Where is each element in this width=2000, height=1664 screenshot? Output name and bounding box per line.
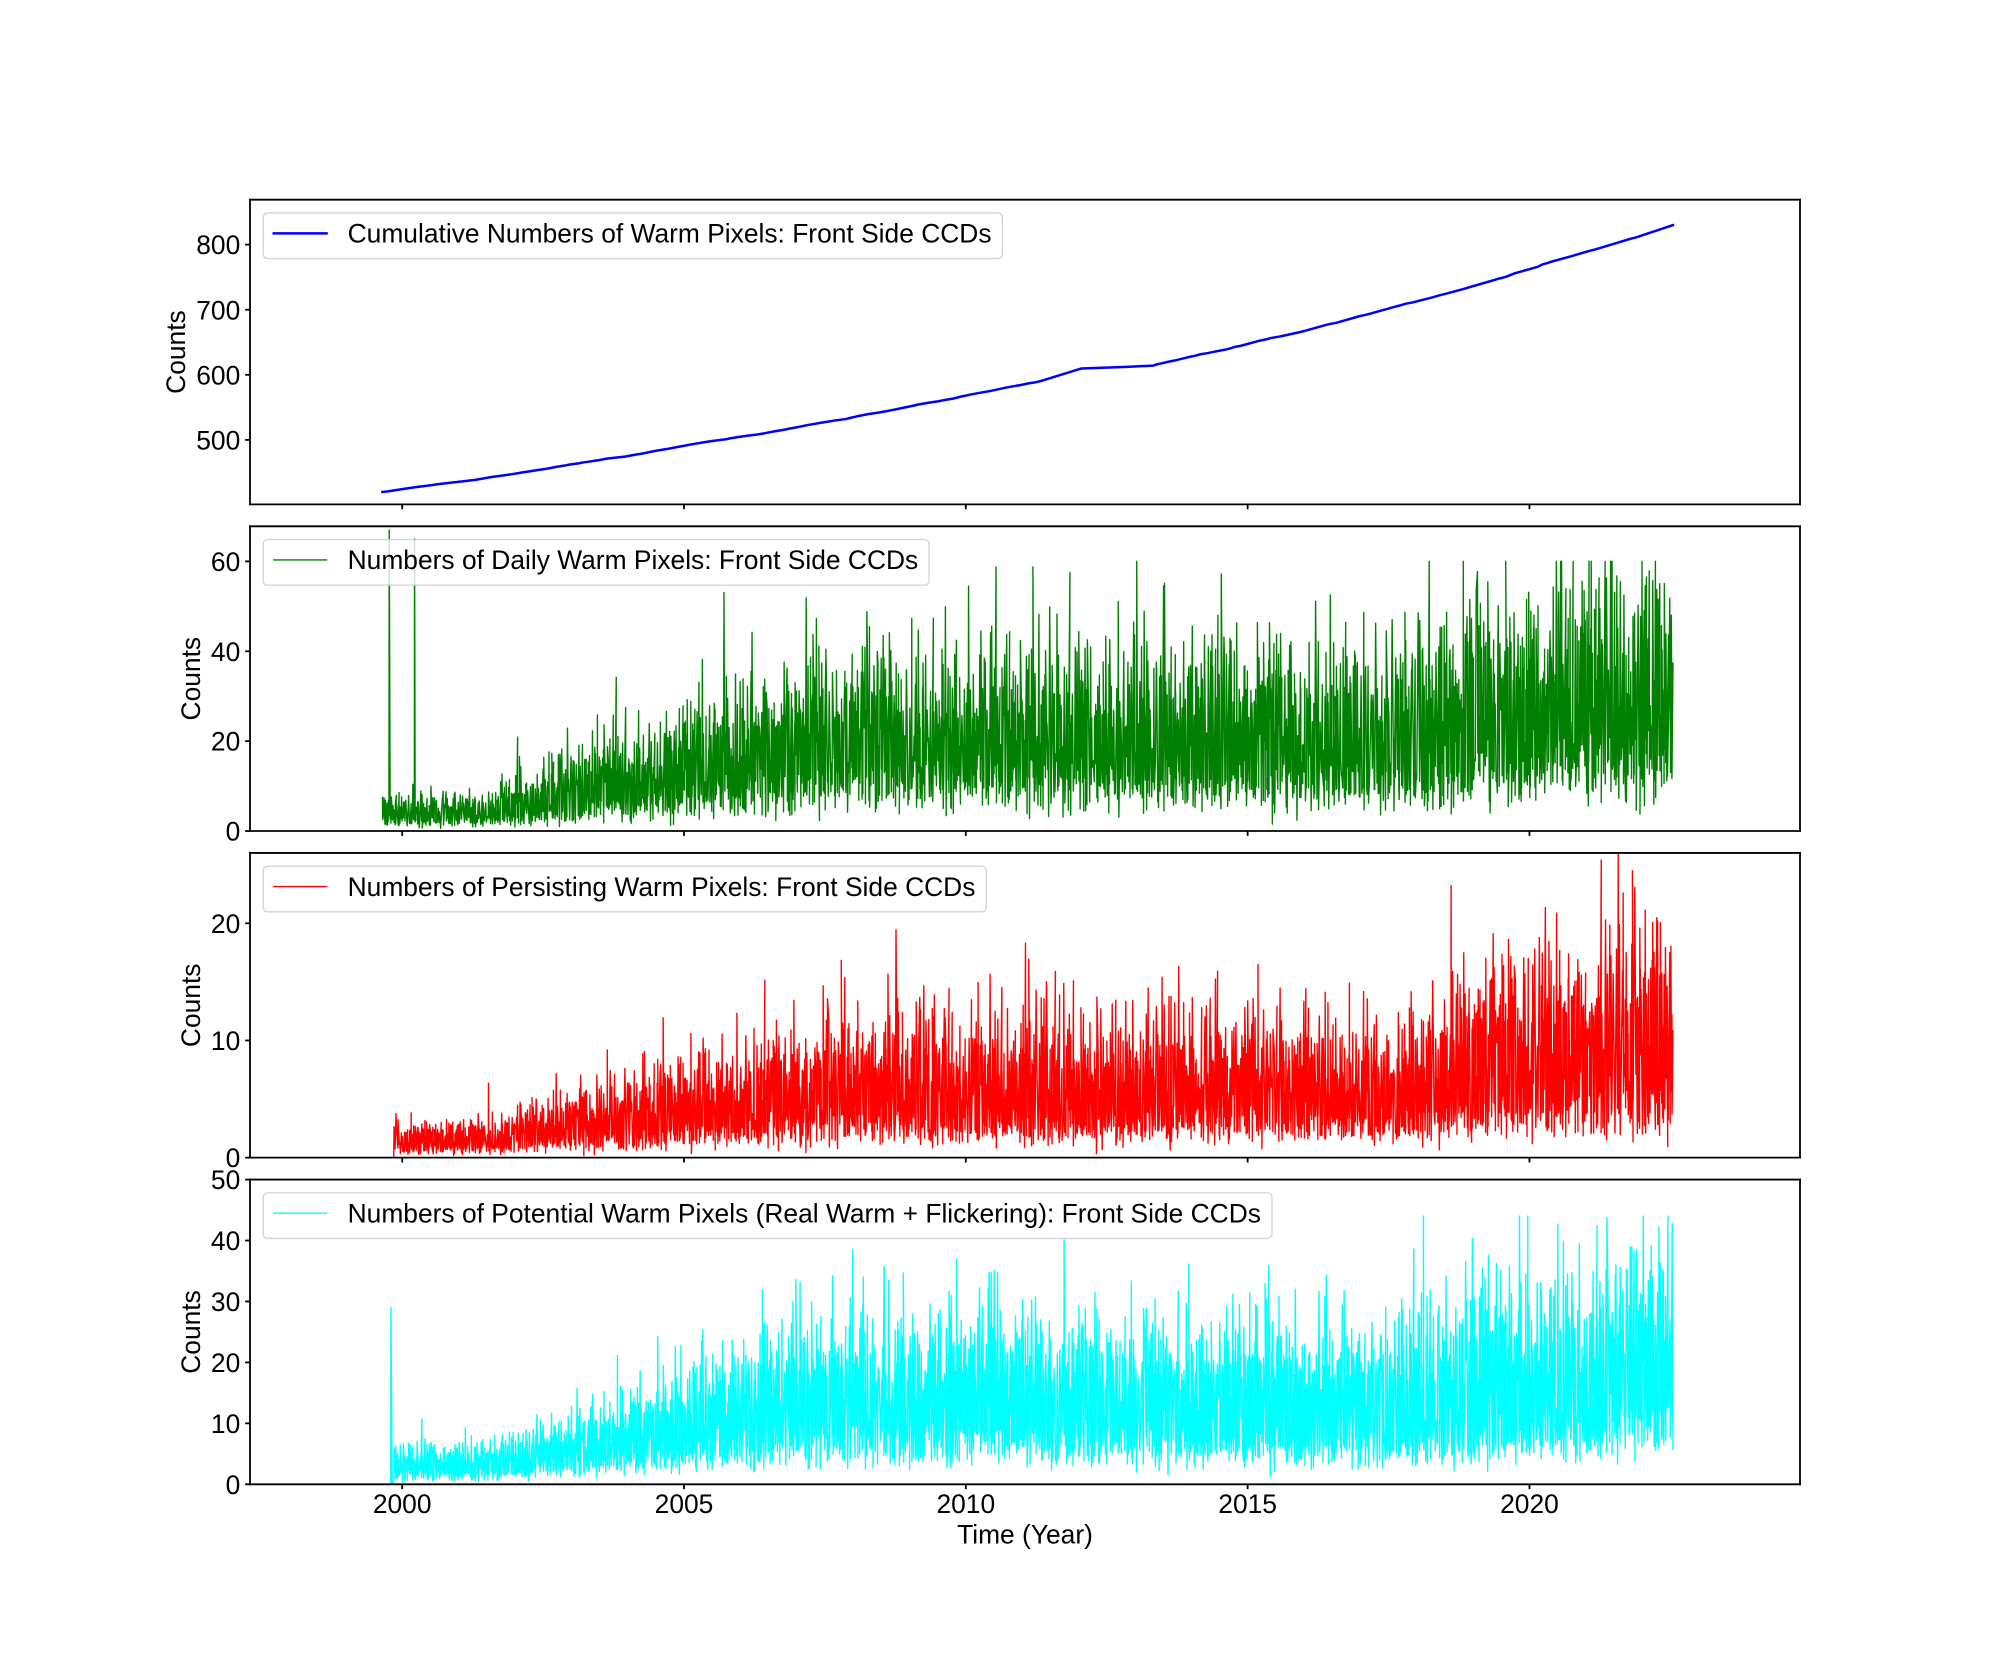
svg-text:500: 500 bbox=[196, 425, 240, 455]
svg-text:40: 40 bbox=[211, 1226, 240, 1256]
svg-text:Counts: Counts bbox=[176, 964, 206, 1048]
svg-text:Numbers of Persisting Warm Pix: Numbers of Persisting Warm Pixels: Front… bbox=[348, 872, 976, 902]
svg-text:Counts: Counts bbox=[161, 310, 191, 394]
svg-text:700: 700 bbox=[196, 295, 240, 325]
svg-text:0: 0 bbox=[226, 1470, 241, 1500]
svg-text:Counts: Counts bbox=[176, 637, 206, 721]
svg-text:Numbers of Potential Warm Pixe: Numbers of Potential Warm Pixels (Real W… bbox=[348, 1198, 1261, 1228]
svg-text:30: 30 bbox=[211, 1287, 240, 1317]
svg-text:2015: 2015 bbox=[1218, 1489, 1277, 1519]
svg-text:2005: 2005 bbox=[655, 1489, 714, 1519]
svg-text:Counts: Counts bbox=[176, 1290, 206, 1374]
svg-text:2010: 2010 bbox=[936, 1489, 995, 1519]
svg-text:2000: 2000 bbox=[373, 1489, 432, 1519]
svg-text:600: 600 bbox=[196, 360, 240, 390]
svg-text:10: 10 bbox=[211, 1026, 240, 1056]
svg-text:0: 0 bbox=[226, 817, 241, 847]
svg-text:20: 20 bbox=[211, 909, 240, 939]
svg-text:50: 50 bbox=[211, 1165, 240, 1195]
svg-text:800: 800 bbox=[196, 230, 240, 260]
svg-text:Numbers of Daily Warm Pixels:: Numbers of Daily Warm Pixels: Front Side… bbox=[348, 545, 919, 575]
svg-text:20: 20 bbox=[211, 727, 240, 757]
svg-text:Time (Year): Time (Year) bbox=[957, 1519, 1093, 1549]
svg-text:60: 60 bbox=[211, 547, 240, 577]
svg-text:2020: 2020 bbox=[1500, 1489, 1559, 1519]
svg-text:20: 20 bbox=[211, 1348, 240, 1378]
svg-text:Cumulative Numbers of Warm Pix: Cumulative Numbers of Warm Pixels: Front… bbox=[348, 219, 992, 249]
svg-text:10: 10 bbox=[211, 1409, 240, 1439]
svg-text:40: 40 bbox=[211, 637, 240, 667]
